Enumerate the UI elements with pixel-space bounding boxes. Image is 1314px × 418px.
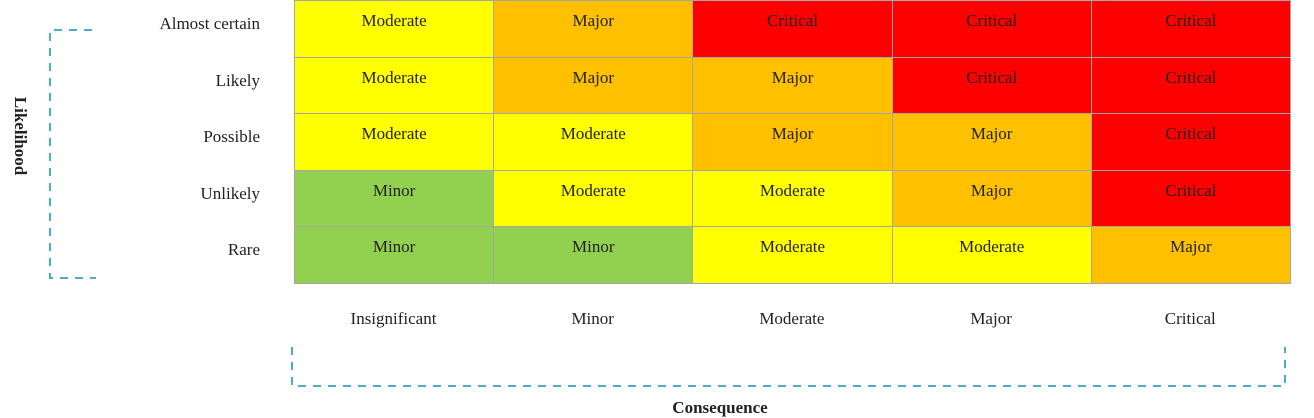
likelihood-bracket — [49, 29, 96, 279]
risk-cell: Critical — [891, 56, 1092, 115]
row-label: Likely — [215, 70, 260, 90]
risk-cell: Major — [1090, 226, 1291, 284]
risk-cell: Moderate — [692, 226, 893, 284]
risk-cell: Critical — [891, 0, 1092, 58]
column-label: Major — [970, 309, 1012, 328]
risk-cell: Critical — [1090, 0, 1291, 58]
risk-cell: Moderate — [493, 169, 694, 228]
risk-cell: Moderate — [294, 0, 495, 58]
consequence-bracket — [291, 347, 1286, 387]
column-label: Moderate — [759, 309, 825, 328]
x-axis-title: Consequence — [672, 398, 768, 417]
risk-cell: Minor — [294, 226, 495, 284]
risk-cell: Critical — [1090, 169, 1291, 228]
row-label: Rare — [227, 240, 260, 260]
risk-cell: Moderate — [493, 113, 694, 171]
risk-cell: Major — [692, 56, 893, 115]
column-label: Critical — [1164, 309, 1216, 328]
risk-cell: Minor — [294, 169, 495, 228]
risk-cell: Moderate — [692, 169, 893, 228]
risk-cell: Major — [692, 113, 893, 171]
risk-cell: Moderate — [891, 226, 1092, 284]
risk-cell: Moderate — [294, 113, 495, 171]
risk-cell: Critical — [692, 0, 893, 58]
risk-cell: Minor — [493, 226, 694, 284]
column-label: Insignificant — [350, 309, 437, 328]
risk-cell: Major — [891, 169, 1092, 228]
column-label: Minor — [571, 309, 614, 328]
risk-cell: Critical — [1090, 113, 1291, 171]
risk-cell: Major — [493, 0, 694, 58]
risk-cell: Moderate — [294, 56, 495, 115]
risk-cell: Major — [891, 113, 1092, 171]
risk-cell: Critical — [1090, 56, 1291, 115]
risk-cell: Major — [493, 56, 694, 115]
row-label: Unlikely — [200, 183, 261, 203]
row-label: Almost certain — [159, 14, 260, 33]
row-label: Possible — [203, 127, 260, 147]
